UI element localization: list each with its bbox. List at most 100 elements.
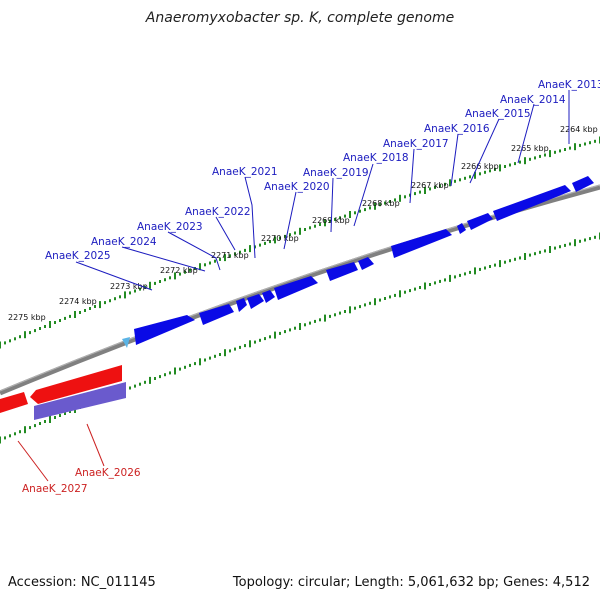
gene-arrow-anaek-2013[interactable] [572, 176, 594, 192]
minor-tick [484, 170, 486, 174]
minor-tick [484, 266, 486, 270]
minor-tick [434, 281, 436, 285]
major-tick [174, 367, 176, 375]
minor-tick [169, 371, 171, 375]
major-tick [524, 253, 526, 260]
gene-arrow-anaek-2018[interactable] [358, 257, 374, 270]
major-tick [224, 349, 226, 357]
minor-tick [329, 314, 331, 318]
tick-track-outer [0, 136, 600, 349]
minor-tick [214, 354, 216, 358]
tick-track-inner [0, 232, 600, 444]
kbp-label: 2268 kbp [362, 199, 400, 208]
gene-arrow-anaek-2016[interactable] [457, 223, 466, 234]
gene-arrow-anaek-2027[interactable] [0, 392, 28, 413]
forward-gene-track [134, 176, 594, 345]
minor-tick [9, 434, 11, 438]
minor-tick [189, 268, 191, 272]
minor-tick [204, 358, 206, 362]
gene-label-anaek-2019[interactable]: AnaeK_2019 [303, 167, 369, 179]
gene-arrow-anaek-2025[interactable] [134, 315, 195, 345]
minor-tick [404, 195, 406, 199]
minor-tick [379, 203, 381, 207]
gene-label-anaek-2014[interactable]: AnaeK_2014 [500, 94, 566, 106]
gene-label-anaek-2013[interactable]: AnaeK_2013 [538, 79, 600, 91]
minor-tick [289, 233, 291, 237]
gene-label-anaek-2017[interactable]: AnaeK_2017 [383, 138, 449, 150]
minor-tick [544, 153, 546, 157]
minor-tick [189, 363, 191, 367]
minor-tick [464, 176, 466, 180]
minor-tick [504, 165, 506, 168]
minor-tick [564, 148, 566, 151]
minor-tick [579, 143, 581, 147]
minor-tick [479, 267, 481, 271]
minor-tick [144, 380, 146, 384]
gene-arrow-anaek-2019[interactable] [326, 262, 358, 281]
gene-label-anaek-2021[interactable]: AnaeK_2021 [212, 166, 278, 178]
kbp-label: 2265 kbp [511, 144, 549, 153]
minor-tick [564, 243, 566, 247]
gene-label-anaek-2026[interactable]: AnaeK_2026 [75, 467, 141, 479]
accession-text: Accession: NC_011145 [8, 575, 156, 590]
minor-tick [29, 426, 31, 430]
major-tick [399, 290, 401, 298]
minor-tick [69, 314, 71, 318]
gene-label-anaek-2027[interactable]: AnaeK_2027 [22, 483, 88, 495]
gene-arrow-anaek-2015[interactable] [467, 213, 493, 230]
major-tick [349, 306, 351, 314]
gene-label-anaek-2018[interactable]: AnaeK_2018 [343, 152, 409, 164]
minor-tick [69, 410, 71, 413]
gene-arrow-anaek-2014[interactable] [493, 185, 571, 221]
major-tick [174, 272, 176, 280]
minor-tick [94, 305, 96, 308]
minor-tick [14, 337, 16, 341]
rna-feature[interactable] [34, 382, 126, 420]
minor-tick [19, 430, 21, 434]
gene-arrow-anaek-2020[interactable] [274, 276, 318, 300]
minor-tick [329, 219, 331, 223]
minor-tick [89, 307, 91, 310]
minor-tick [209, 261, 211, 265]
minor-tick [459, 178, 461, 182]
major-tick [274, 236, 276, 244]
gene-label-anaek-2025[interactable]: AnaeK_2025 [45, 250, 111, 262]
minor-tick [579, 239, 581, 243]
major-tick [224, 254, 226, 262]
minor-tick [429, 187, 431, 191]
minor-tick [534, 252, 536, 256]
gene-arrow-anaek-2024[interactable] [199, 304, 234, 325]
minor-tick [54, 416, 56, 419]
major-tick [24, 426, 26, 434]
gene-label-anaek-2020[interactable]: AnaeK_2020 [264, 181, 330, 193]
minor-tick [234, 347, 236, 351]
gene-arrow-anaek-2026[interactable] [30, 365, 122, 404]
gene-arrow-anaek-2023[interactable] [236, 298, 247, 312]
forward-gene-labels: AnaeK_2013 AnaeK_2014 AnaeK_2015 AnaeK_2… [45, 79, 600, 262]
minor-tick [489, 169, 491, 173]
major-tick [99, 301, 101, 309]
minor-tick [279, 331, 281, 335]
gene-label-anaek-2016[interactable]: AnaeK_2016 [424, 123, 490, 135]
gene-arrow-anaek-2022[interactable] [247, 294, 264, 309]
gene-label-anaek-2024[interactable]: AnaeK_2024 [91, 236, 157, 248]
kbp-label: 2266 kbp [461, 162, 499, 171]
gene-label-anaek-2022[interactable]: AnaeK_2022 [185, 206, 251, 218]
major-tick [74, 311, 76, 318]
gene-arrow-anaek-2021[interactable] [262, 290, 275, 303]
minor-tick [304, 228, 306, 231]
gene-label-anaek-2015[interactable]: AnaeK_2015 [465, 108, 531, 120]
minor-tick [514, 257, 516, 261]
gene-label-anaek-2023[interactable]: AnaeK_2023 [137, 221, 203, 233]
minor-tick [494, 263, 496, 267]
minor-tick [159, 375, 161, 379]
minor-tick [389, 295, 391, 299]
minor-tick [464, 272, 466, 276]
major-tick [199, 263, 201, 271]
minor-tick [314, 224, 316, 228]
gene-arrow-anaek-2017[interactable] [391, 229, 452, 258]
minor-tick [519, 160, 521, 164]
minor-tick [534, 156, 536, 160]
minor-tick [54, 321, 56, 324]
minor-tick [44, 420, 46, 423]
